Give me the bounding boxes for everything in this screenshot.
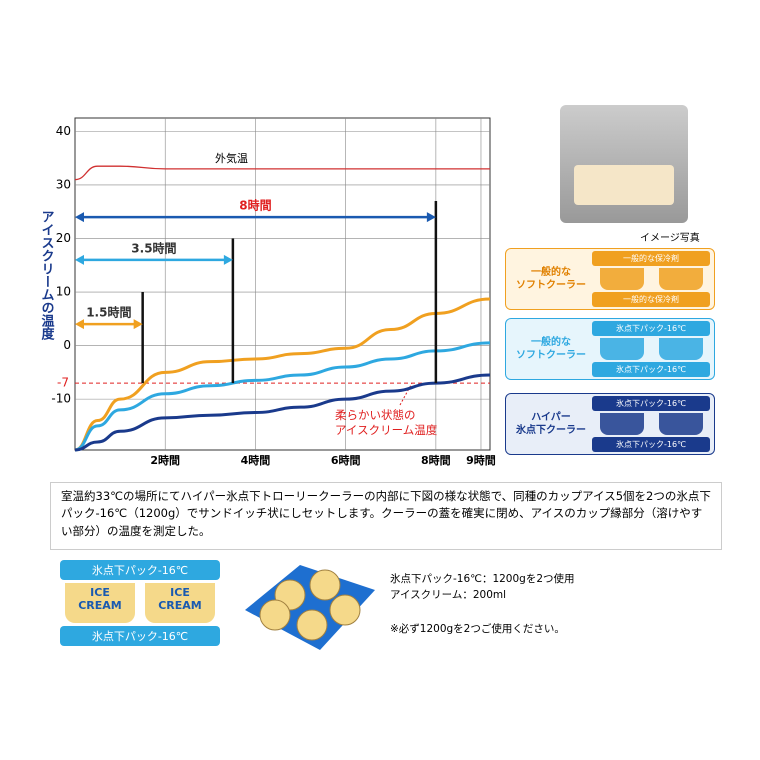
arrow-head — [133, 319, 143, 330]
pack: 氷点下パック-16℃ — [592, 321, 710, 336]
x-tick-label: 6時間 — [331, 453, 361, 467]
cup — [599, 413, 644, 435]
photo-caption: イメージ写真 — [640, 233, 700, 244]
series-line — [74, 341, 491, 452]
pack: 一般的な保冷剤 — [592, 251, 710, 266]
cups — [592, 413, 710, 435]
plot-area — [74, 117, 491, 451]
legend-label: 一般的な ソフトクーラー — [516, 337, 586, 361]
series-line — [74, 297, 491, 452]
legend-label: 一般的な ソフトクーラー — [516, 267, 586, 291]
cup-top — [309, 569, 341, 601]
x-tick-label: 4時間 — [241, 453, 271, 467]
diagram: 氷点下パック-16℃ ICE CREAM ICE CREAM 氷点下パック-16… — [60, 560, 220, 646]
duration-label: 8時間 — [239, 198, 271, 213]
pack-top: 氷点下パック-16℃ — [60, 560, 220, 580]
y-tick-label: 20 — [56, 231, 71, 245]
arrow-head — [75, 254, 84, 265]
pack-bottom: 氷点下パック-16℃ — [60, 626, 220, 646]
legend-panel: ハイパー 氷点下クーラー 氷点下パック-16℃ 氷点下パック-16℃ — [505, 393, 715, 455]
photo — [560, 105, 688, 223]
x-tick-label: 8時間 — [421, 453, 451, 467]
pack: 氷点下パック-16℃ — [592, 396, 710, 411]
spec: 氷点下パック-16℃：1200gを2つ使用 — [390, 573, 575, 585]
cups — [592, 268, 710, 290]
pack: 一般的な保冷剤 — [592, 292, 710, 307]
cup-top — [329, 594, 361, 626]
photo-content — [574, 165, 674, 205]
cup: ICE CREAM — [145, 583, 215, 623]
series-label: 外気温 — [215, 151, 248, 165]
cup-top — [296, 609, 328, 641]
y-tick-label: 40 — [56, 124, 71, 138]
y-tick-label: 30 — [56, 177, 71, 191]
cup — [599, 338, 644, 360]
legend-panel: 一般的な ソフトクーラー 氷点下パック-16℃ 氷点下パック-16℃ — [505, 318, 715, 380]
y-tick-label: 10 — [56, 285, 71, 299]
duration-label: 3.5時間 — [131, 240, 176, 255]
chart: アイスクリームの温度 -10 0 10 20 30 40 2時間 4時間 6時間 8時間 9時間 -7… — [39, 117, 496, 467]
annotation-line: アイスクリーム温度 — [335, 423, 438, 437]
annotation-pointer — [399, 382, 413, 406]
cup — [599, 268, 644, 290]
x-tick-label: 2時間 — [150, 453, 180, 467]
series-line — [74, 165, 490, 181]
reference-annotation: 柔らかい状態のアイスクリーム温度 — [335, 408, 438, 437]
cup — [658, 338, 703, 360]
arrow-head — [75, 319, 84, 330]
y-tick-label: -10 — [51, 392, 71, 406]
arrow-head — [223, 254, 233, 265]
spec: アイスクリーム：200ml — [390, 588, 507, 601]
cups — [592, 338, 710, 360]
pack-stack: 氷点下パック-16℃ 氷点下パック-16℃ — [592, 396, 710, 452]
pack-stack: 一般的な保冷剤 一般的な保冷剤 — [592, 251, 710, 307]
pack: 氷点下パック-16℃ — [592, 437, 710, 452]
duration-label: 1.5時間 — [86, 305, 131, 320]
cup-top — [259, 599, 291, 631]
legend-label: ハイパー 氷点下クーラー — [516, 412, 586, 436]
cup: ICE CREAM — [65, 583, 135, 623]
series-line — [74, 373, 491, 452]
y-axis-label: アイスクリームの温度 — [39, 210, 55, 341]
legend-panel: 一般的な ソフトクーラー 一般的な保冷剤 一般的な保冷剤 — [505, 248, 715, 310]
arrow-head — [75, 212, 84, 223]
annotation-line: 柔らかい状態の — [335, 408, 416, 422]
specs: 氷点下パック-16℃：1200gを2つ使用 アイスクリーム：200ml ※必ず1… — [390, 572, 575, 637]
description: 室温約33℃の場所にてハイパー氷点下トローリークーラーの内部に下図の様な状態で、… — [50, 482, 722, 550]
cup — [658, 413, 703, 435]
arrow-head — [426, 212, 436, 223]
x-tick-label: 9時間 — [466, 453, 496, 467]
y-tick-label: 0 — [63, 338, 71, 352]
reference-label: -7 — [57, 376, 69, 390]
note: ※必ず1200gを2つご使用ください。 — [390, 622, 565, 635]
pack-stack: 氷点下パック-16℃ 氷点下パック-16℃ — [592, 321, 710, 377]
tray — [245, 565, 375, 650]
cup — [658, 268, 703, 290]
pack: 氷点下パック-16℃ — [592, 362, 710, 377]
